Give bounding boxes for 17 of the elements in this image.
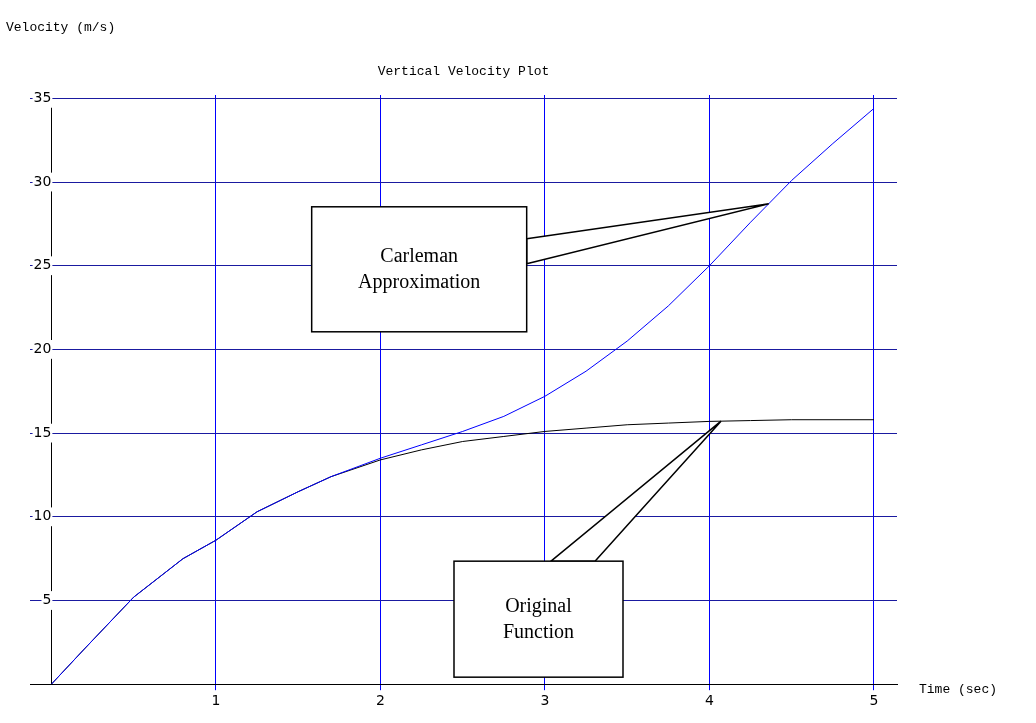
annotation: Original Function — [502, 594, 575, 643]
y-tick-label: 5 — [42, 591, 52, 608]
y-tick-label: 15 — [33, 423, 52, 440]
x-axis-title: Time (sec) — [919, 681, 998, 697]
x-tick-label: 4 — [704, 692, 714, 709]
x-tick-label: 2 — [375, 692, 385, 709]
annotation: Carleman Approximation — [358, 244, 481, 294]
x-tick-label: 3 — [540, 692, 550, 709]
y-axis-title: Velocity (m/s) — [6, 20, 116, 36]
y-tick-label: 25 — [33, 256, 52, 273]
x-tick-label: 1 — [211, 692, 221, 709]
x-tick-label: 5 — [869, 692, 879, 709]
y-tick-label: 20 — [33, 340, 52, 357]
y-tick-label: 10 — [33, 507, 52, 524]
y-tick-label: 30 — [33, 172, 52, 189]
chart-title: Vertical Velocity Plot — [377, 64, 550, 80]
y-tick-label: 35 — [33, 88, 52, 105]
